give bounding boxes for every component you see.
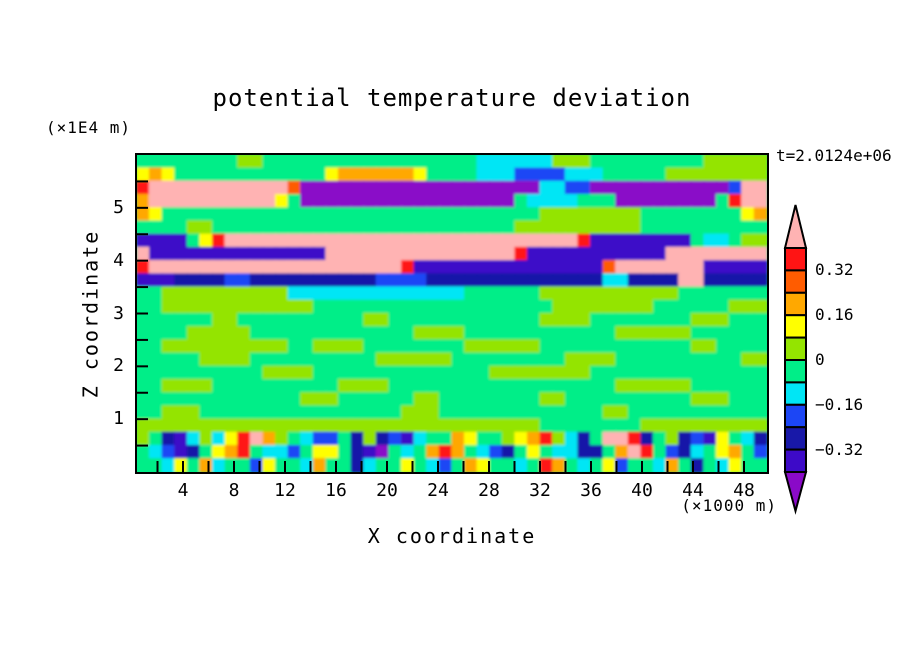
x-tick-label: 12: [274, 480, 296, 501]
y-tick-label: 3: [113, 302, 124, 324]
x-tick-label: 8: [228, 480, 240, 501]
x-axis-title: X coordinate: [367, 524, 537, 548]
x-tick-label: 20: [376, 480, 398, 501]
x-tick-label: 44: [682, 480, 704, 501]
y-tick-label: 1: [113, 408, 124, 430]
colorbar-label: 0: [815, 350, 825, 369]
x-tick-label: 36: [580, 480, 602, 501]
colorbar-label: 0.16: [815, 305, 854, 325]
contour-plot-area: [135, 153, 769, 474]
time-annotation: t=2.0124e+06: [776, 146, 892, 165]
x-tick-label: 48: [733, 480, 755, 501]
axis-ticks: [137, 180, 745, 472]
y-axis-units-label: (×1E4 m): [46, 118, 132, 137]
y-tick-label: 2: [113, 355, 124, 377]
chart-title: potential temperature deviation: [212, 84, 692, 112]
y-tick-label: 5: [113, 196, 124, 218]
x-tick-label: 28: [478, 480, 500, 501]
x-tick-label: 32: [529, 480, 551, 501]
colorbar-label: 0.32: [815, 260, 854, 280]
colorbar-svg: [783, 204, 808, 515]
colorbar-label: −0.16: [815, 394, 864, 414]
y-tick-label: 4: [113, 249, 124, 271]
colorbar-label: −0.32: [815, 439, 864, 459]
x-tick-label: 24: [427, 480, 449, 501]
x-tick-label: 16: [325, 480, 347, 501]
x-tick-label: 40: [631, 480, 653, 501]
heatmap-svg: [137, 155, 767, 472]
x-tick-label: 4: [177, 480, 189, 501]
heatmap-cells: [137, 155, 767, 472]
x-axis-units-label: (×1000 m): [681, 496, 777, 515]
